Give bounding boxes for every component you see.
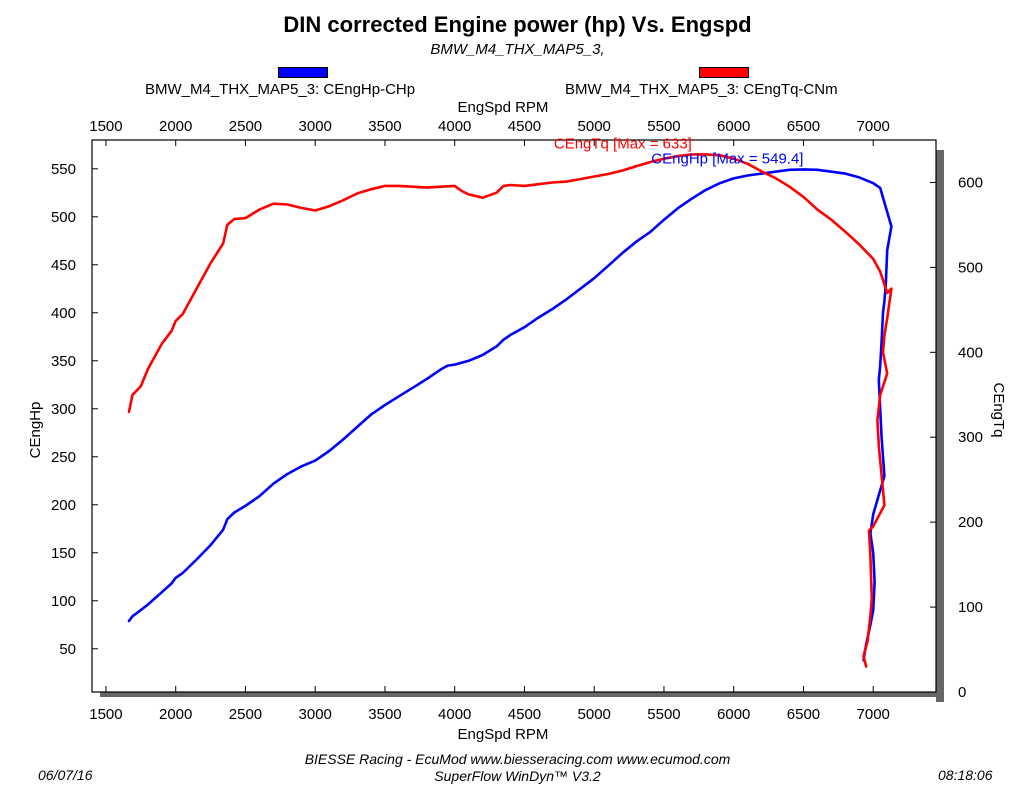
x-tick-label: 1500 <box>89 706 122 723</box>
x-tick-label: 4500 <box>508 706 541 723</box>
x-tick-label: 2500 <box>229 706 262 723</box>
plot-frame <box>91 139 944 702</box>
annotation-cenghp: CEngHp [Max = 549.4] <box>651 150 803 167</box>
y-left-tick-label: 350 <box>51 353 76 370</box>
legend-swatch-tq <box>699 67 749 78</box>
chart-annotations: CEngHp [Max = 549.4]CEngTq [Max = 633] <box>554 135 804 167</box>
y-axis-label-left: CEngHp <box>27 402 44 459</box>
footer-line2: SuperFlow WinDyn™ V3.2 <box>434 768 601 784</box>
x-tick-label-top: 6000 <box>717 118 750 135</box>
y-left-tick-label: 450 <box>51 257 76 274</box>
y-right-tick-label: 300 <box>958 429 983 446</box>
y-right-tick-label: 200 <box>958 514 983 531</box>
x-tick-label-top: 4000 <box>438 118 471 135</box>
chart-title: DIN corrected Engine power (hp) Vs. Engs… <box>283 12 752 37</box>
axis-ticks: 1500150020002000250025003000300035003500… <box>51 118 983 723</box>
x-tick-label-top: 2000 <box>159 118 192 135</box>
x-tick-label-top: 2500 <box>229 118 262 135</box>
legend-label-hp: BMW_M4_THX_MAP5_3: CEngHp-CHp <box>145 81 416 98</box>
x-tick-label-top: 3500 <box>368 118 401 135</box>
footer-time: 08:18:06 <box>938 767 993 783</box>
series-line-cenghp <box>127 168 893 662</box>
y-right-tick-label: 600 <box>958 174 983 191</box>
x-tick-label: 3500 <box>368 706 401 723</box>
y-left-tick-label: 50 <box>59 641 76 658</box>
y-left-tick-label: 500 <box>51 209 76 226</box>
x-tick-label: 7000 <box>857 706 890 723</box>
y-left-tick-label: 400 <box>51 305 76 322</box>
x-tick-label-top: 4500 <box>508 118 541 135</box>
y-axis-label-right: CEngTq <box>990 382 1007 437</box>
y-left-tick-label: 550 <box>51 161 76 178</box>
chart-series <box>127 153 893 668</box>
plot-shadow-bottom <box>100 692 944 697</box>
x-tick-label: 5500 <box>647 706 680 723</box>
x-tick-label: 6500 <box>787 706 820 723</box>
annotation-cengtq: CEngTq [Max = 633] <box>554 135 692 152</box>
plot-shadow-right <box>936 150 944 702</box>
x-tick-label: 6000 <box>717 706 750 723</box>
plot-area <box>91 139 937 693</box>
x-tick-label: 4000 <box>438 706 471 723</box>
x-tick-label-top: 5500 <box>647 118 680 135</box>
x-tick-label-top: 3000 <box>299 118 332 135</box>
y-right-tick-label: 400 <box>958 344 983 361</box>
x-tick-label-top: 6500 <box>787 118 820 135</box>
y-left-tick-label: 100 <box>51 593 76 610</box>
y-right-tick-label: 500 <box>958 259 983 276</box>
y-left-tick-label: 200 <box>51 497 76 514</box>
x-tick-label: 2000 <box>159 706 192 723</box>
footer-date: 06/07/16 <box>38 767 93 783</box>
x-tick-label: 5000 <box>578 706 611 723</box>
y-left-tick-label: 250 <box>51 449 76 466</box>
x-axis-label-top: EngSpd RPM <box>458 99 549 116</box>
y-right-tick-label: 100 <box>958 599 983 616</box>
chart-subtitle: BMW_M4_THX_MAP5_3, <box>430 41 605 58</box>
legend-swatch-hp <box>278 67 328 78</box>
x-tick-label-top: 1500 <box>89 118 122 135</box>
y-left-tick-label: 150 <box>51 545 76 562</box>
x-tick-label: 3000 <box>299 706 332 723</box>
series-line-cengtq <box>127 153 893 668</box>
x-tick-label-top: 7000 <box>857 118 890 135</box>
y-left-tick-label: 300 <box>51 401 76 418</box>
footer-line1: BIESSE Racing - EcuMod www.biesseracing.… <box>304 751 731 767</box>
legend-label-tq: BMW_M4_THX_MAP5_3: CEngTq-CNm <box>565 81 838 98</box>
x-tick-label-top: 5000 <box>578 118 611 135</box>
x-axis-label: EngSpd RPM <box>458 726 549 743</box>
y-right-tick-label: 0 <box>958 684 966 701</box>
